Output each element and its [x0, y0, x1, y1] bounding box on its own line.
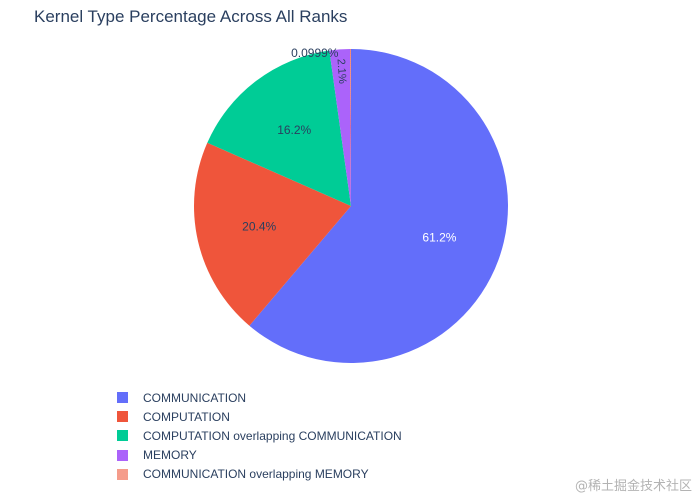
legend-item-computation[interactable]: COMPUTATION — [117, 407, 402, 426]
legend-label: COMPUTATION — [143, 409, 230, 424]
pie-slice-memory — [329, 49, 351, 206]
watermark: @稀土掘金技术社区 — [574, 479, 692, 494]
legend-item-communication-overlapping-memory[interactable]: COMMUNICATION overlapping MEMORY — [117, 465, 402, 484]
pie-label-memory: 2.1% — [334, 58, 348, 84]
legend-swatch — [117, 411, 128, 423]
legend-item-memory[interactable]: MEMORY — [117, 446, 402, 465]
pie-slice-computation — [193, 142, 351, 326]
legend-swatch — [117, 392, 128, 404]
legend-swatch — [117, 468, 128, 480]
pie-slice-computation-overlapping-communication — [207, 50, 351, 207]
legend-swatch — [117, 430, 128, 442]
legend-label: MEMORY — [143, 448, 197, 463]
legend-label: COMPUTATION overlapping COMMUNICATION — [143, 428, 402, 443]
pie-slice-communication-overlapping-memory — [350, 49, 351, 206]
legend-swatch — [117, 449, 128, 461]
pie-label-communication: 61.2% — [422, 231, 456, 245]
legend-label: COMMUNICATION — [143, 390, 247, 405]
legend-item-communication[interactable]: COMMUNICATION — [117, 388, 402, 407]
pie-label-computation: 20.4% — [242, 219, 276, 233]
legend: COMMUNICATION COMPUTATION COMPUTATION over… — [117, 388, 402, 484]
legend-label: COMMUNICATION overlapping MEMORY — [143, 467, 369, 482]
chart-title: Kernel Type Percentage Across All Ranks — [34, 7, 348, 26]
pie-label-computation-overlapping-communication: 16.2% — [277, 123, 311, 137]
pie-label-communication-overlapping-memory: 0.0999% — [291, 46, 339, 60]
pie-slice-communication — [249, 49, 508, 363]
legend-item-computation-overlapping-communication[interactable]: COMPUTATION overlapping COMMUNICATION — [117, 426, 402, 445]
